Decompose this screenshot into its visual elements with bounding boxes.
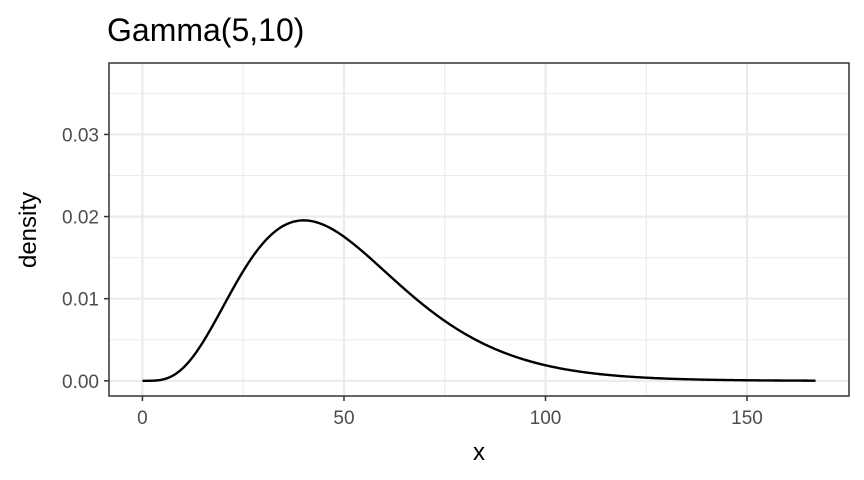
plot-panel: [108, 62, 850, 397]
y-axis: 0.00 0.01 0.02 0.03: [62, 125, 109, 393]
x-tick-label-3: 150: [731, 408, 763, 429]
y-tick-label-1: 0.01: [62, 290, 99, 311]
y-axis-title: density: [15, 192, 42, 268]
y-tick-label-0: 0.00: [62, 372, 99, 393]
density-curve: [142, 219, 816, 383]
minor-gridlines: [109, 63, 849, 396]
panel-border: [108, 62, 850, 397]
x-axis-title: x: [473, 439, 485, 466]
x-tick-label-2: 100: [530, 408, 562, 429]
y-tick-label-2: 0.02: [62, 208, 99, 229]
y-tick-label-3: 0.03: [62, 125, 99, 146]
panel-background: [109, 63, 849, 396]
chart-title: Gamma(5,10): [107, 12, 304, 48]
x-tick-label-0: 0: [137, 408, 148, 429]
x-tick-label-1: 50: [333, 408, 354, 429]
x-axis: 0 50 100 150: [137, 396, 763, 429]
